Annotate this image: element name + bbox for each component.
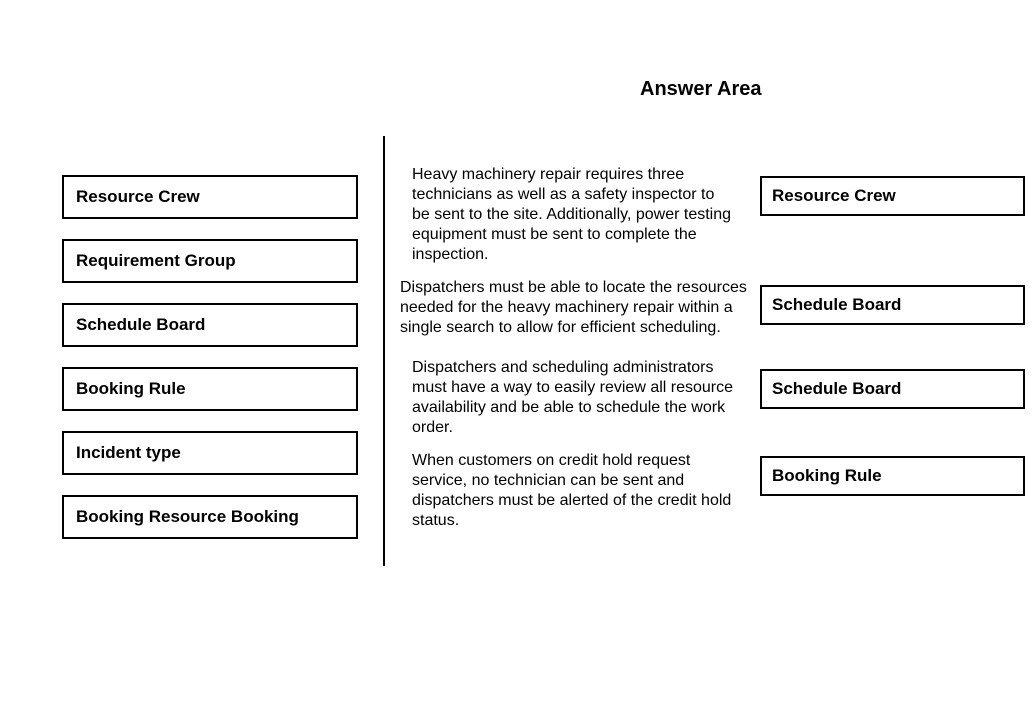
scenario-description: When customers on credit hold request se… xyxy=(412,451,746,531)
answer-dropzone[interactable]: Schedule Board xyxy=(760,285,1025,325)
source-option[interactable]: Booking Resource Booking xyxy=(62,495,358,539)
vertical-divider xyxy=(383,136,385,566)
answer-dropzone[interactable]: Resource Crew xyxy=(760,176,1025,216)
source-option[interactable]: Incident type xyxy=(62,431,358,475)
source-options-column: Resource Crew Requirement Group Schedule… xyxy=(62,175,358,559)
answer-dropzone[interactable]: Schedule Board xyxy=(760,369,1025,409)
source-option[interactable]: Booking Rule xyxy=(62,367,358,411)
source-option[interactable]: Schedule Board xyxy=(62,303,358,347)
answer-dropzone[interactable]: Booking Rule xyxy=(760,456,1025,496)
source-option[interactable]: Resource Crew xyxy=(62,175,358,219)
scenario-description: Dispatchers must be able to locate the r… xyxy=(400,278,750,338)
source-option[interactable]: Requirement Group xyxy=(62,239,358,283)
scenario-description: Heavy machinery repair requires three te… xyxy=(412,165,732,265)
answer-area-title: Answer Area xyxy=(640,78,762,101)
scenario-description: Dispatchers and scheduling administrator… xyxy=(412,358,744,438)
